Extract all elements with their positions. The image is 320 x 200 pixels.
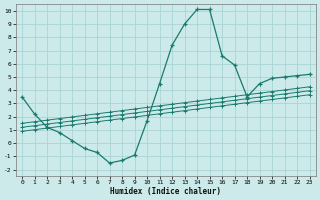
X-axis label: Humidex (Indice chaleur): Humidex (Indice chaleur): [110, 187, 221, 196]
